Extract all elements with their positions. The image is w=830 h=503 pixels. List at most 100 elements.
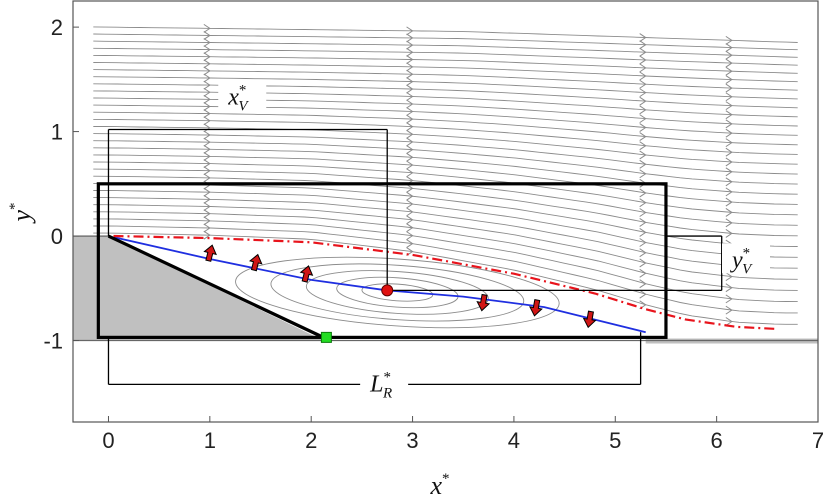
- dimension-label-l-r: L* R: [369, 370, 392, 402]
- x-tick-label: 3: [406, 428, 418, 453]
- streamline: [93, 204, 798, 280]
- y-axis-label: y*: [7, 202, 36, 224]
- x-tick-label: 0: [102, 428, 114, 453]
- markers: [96, 182, 668, 343]
- streamline-arrow: [639, 71, 647, 81]
- streamline-arrow: [203, 80, 211, 90]
- dimension-label-bg-x-v: [218, 80, 267, 111]
- streamline-arrow: [725, 305, 733, 315]
- streamline-arrow: [725, 119, 733, 129]
- streamline-arrow: [725, 187, 733, 197]
- y-tick-label: 2: [51, 15, 63, 40]
- streamline-arrow: [639, 169, 647, 179]
- streamline-arrow: [639, 123, 647, 132]
- streamline: [93, 33, 798, 51]
- streamline-arrow: [639, 198, 647, 208]
- vortex-center-point: [381, 284, 394, 297]
- streamline-arrow: [725, 110, 733, 120]
- velocity-arrow-up: [203, 244, 217, 262]
- axes: 0 1 2 3 4 5 6 7 2 1 0 -1: [43, 15, 824, 453]
- velocity-arrow-down: [529, 299, 543, 317]
- streamline-arrow: [203, 94, 211, 104]
- streamline: [93, 197, 798, 269]
- ramp-body: [73, 236, 324, 341]
- streamline-arrow: [639, 55, 647, 65]
- wall-body: [73, 235, 818, 344]
- streamline-arrow: [639, 188, 647, 198]
- streamline: [93, 161, 798, 216]
- streamline-arrow: [406, 231, 414, 241]
- streamline-arrow: [725, 207, 733, 217]
- streamline-arrow: [406, 239, 414, 248]
- streamline-arrow: [639, 105, 647, 115]
- streamline-arrow: [406, 47, 414, 57]
- velocity-arrow-down: [582, 310, 597, 329]
- recirculation-loop: [270, 263, 525, 322]
- dimension-label-sub: V: [238, 98, 249, 114]
- streamline: [93, 62, 798, 83]
- streamline-arrow: [203, 73, 211, 83]
- streamline-arrow: [406, 84, 414, 94]
- streamline-arrow: [406, 55, 414, 64]
- streamline-arrow: [639, 63, 647, 73]
- streamline-arrow: [406, 77, 414, 87]
- dimension-label-base: y: [730, 247, 743, 273]
- recirculation-loop: [305, 270, 489, 315]
- streamline-arrow: [725, 75, 733, 84]
- streamline-arrow: [725, 283, 733, 293]
- streamline-arrow: [639, 47, 647, 57]
- streamline-arrow: [203, 173, 211, 183]
- streamline-arrow: [639, 289, 647, 299]
- streamline-arrow: [203, 45, 211, 55]
- streamlines: [93, 23, 798, 329]
- streamline-arrow: [639, 208, 647, 217]
- streamline-arrow: [725, 157, 733, 167]
- streamline-arrow: [725, 58, 733, 68]
- x-tick-label: 5: [609, 428, 621, 453]
- streamline-arrow: [203, 23, 211, 33]
- y-tick-label: -1: [43, 329, 63, 354]
- x-axis-label: x*: [429, 471, 449, 500]
- streamline-arrow: [203, 230, 211, 240]
- streamline-arrow: [639, 88, 647, 98]
- streamline-arrow: [406, 137, 414, 147]
- dimension-label-y-v: y* V: [730, 245, 753, 277]
- dimension-label-bg-l-r: [360, 367, 409, 398]
- window-box: [96, 182, 668, 339]
- streamline-arrow: [203, 116, 211, 126]
- streamline-arrow: [406, 62, 414, 72]
- streamline: [93, 147, 798, 195]
- streamline-arrow: [406, 152, 414, 162]
- reattachment-point: [320, 331, 332, 343]
- streamline-arrow: [725, 101, 733, 111]
- streamline-arrow: [725, 294, 733, 304]
- dimension-label-sup: *: [743, 245, 751, 261]
- streamline-arrow: [639, 238, 647, 247]
- streamline-arrow: [725, 228, 733, 238]
- streamline-arrow: [725, 128, 733, 138]
- streamline-arrow: [725, 66, 733, 76]
- x-tick-label: 4: [508, 428, 520, 453]
- streamline-arrow: [639, 114, 647, 124]
- streamline-arrow: [639, 268, 647, 278]
- streamline-arrow: [406, 40, 414, 50]
- streamline: [93, 83, 798, 109]
- dimension-label-sub: V: [742, 261, 753, 277]
- streamline-arrow: [406, 160, 414, 170]
- streamline-arrow: [203, 102, 211, 111]
- dimension-label-base: L: [369, 372, 383, 398]
- x-tick-label: 7: [812, 428, 824, 453]
- streamline-arrow: [639, 218, 647, 227]
- x-tick-label: 2: [305, 428, 317, 453]
- streamline-arrow: [725, 50, 733, 60]
- streamline-arrow: [203, 59, 211, 69]
- y-tick-label: 0: [51, 224, 63, 249]
- streamline: [93, 126, 798, 165]
- streamline-arrow: [203, 137, 211, 147]
- streamline-arrow: [406, 69, 414, 79]
- streamline-arrow: [639, 248, 647, 258]
- streamline-arrow: [406, 199, 414, 209]
- dimension-annotations: x* Vy* VL* R: [107, 80, 771, 402]
- streamline-arrow: [639, 159, 647, 169]
- streamline-arrow: [203, 123, 211, 133]
